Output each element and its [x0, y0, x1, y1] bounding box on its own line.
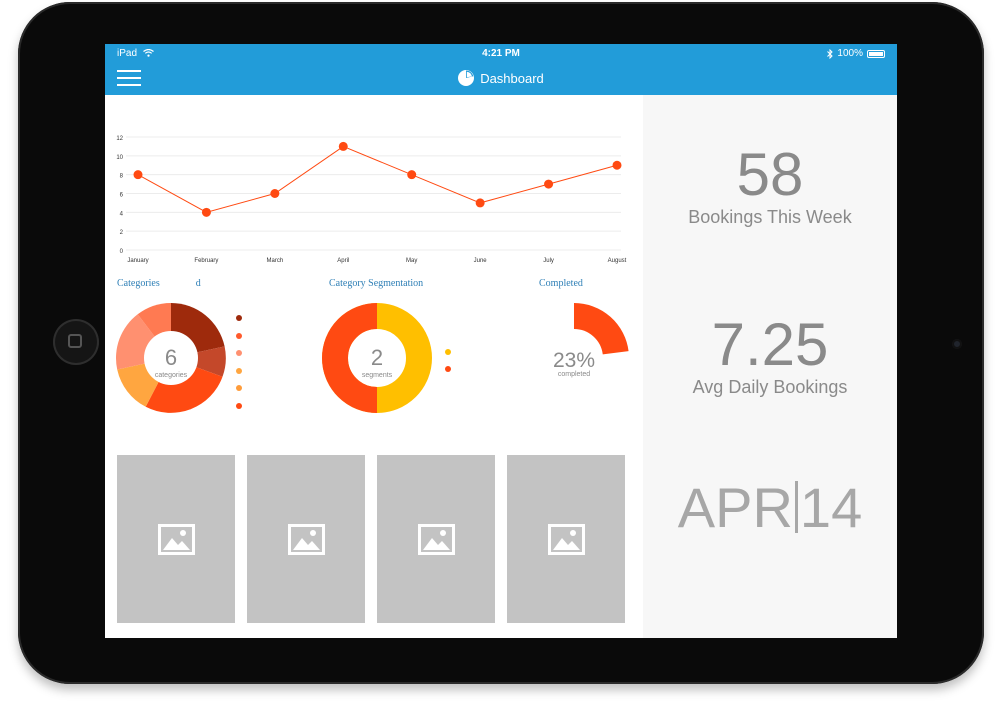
data-point: [544, 179, 554, 189]
legend-dot: [236, 402, 242, 409]
avg-daily-label: Avg Daily Bookings: [692, 377, 848, 397]
avg-daily-value: 7.25: [711, 311, 829, 378]
y-tick-label: 12: [116, 136, 123, 142]
charts-panel: 12 10 8 6 4 2 0 January February March April May Jun…: [105, 95, 643, 638]
image-placeholder[interactable]: [247, 455, 365, 623]
bluetooth-icon: [827, 48, 834, 59]
segmentation-caption: segments: [362, 372, 393, 379]
y-tick-label: 6: [120, 193, 124, 199]
completed-title: Completed: [539, 278, 583, 289]
legend-dot: [236, 385, 242, 391]
date-day: 14: [799, 476, 863, 539]
segmentation-donut: 2 segments: [322, 303, 432, 413]
completed-gauge: 23% completed: [553, 303, 629, 378]
page-title: Dashboard: [480, 70, 544, 86]
data-point: [338, 141, 348, 151]
nav-bar: Dashboard: [105, 62, 897, 95]
hamburger-menu-icon[interactable]: [117, 70, 141, 88]
x-tick-label: February: [194, 258, 218, 264]
x-tick-label: January: [127, 258, 148, 264]
battery-icon: [867, 49, 885, 58]
data-point: [133, 170, 143, 180]
categories-title: Categories d: [117, 278, 201, 289]
legend-dot: [445, 349, 451, 355]
date-stat: APR 14: [643, 480, 897, 536]
bookings-week-value: 58: [736, 141, 804, 208]
completed-percent: 23%: [553, 349, 595, 372]
data-point: [475, 198, 485, 208]
data-point: [201, 207, 211, 217]
status-bar: iPad 4:21 PM 100%: [105, 44, 897, 62]
battery-label: 100%: [837, 48, 863, 59]
status-time: 4:21 PM: [482, 48, 520, 59]
camera-icon: [952, 339, 962, 349]
y-tick-label: 0: [120, 249, 124, 255]
image-placeholder[interactable]: [117, 455, 235, 623]
data-point: [407, 170, 417, 180]
x-tick-label: July: [543, 258, 554, 264]
image-icon: [158, 524, 195, 555]
avg-daily-stat: 7.25 Avg Daily Bookings: [643, 315, 897, 398]
data-point: [612, 160, 622, 170]
status-left: iPad: [117, 48, 154, 59]
home-button[interactable]: [53, 319, 99, 365]
image-placeholder[interactable]: [377, 455, 495, 623]
y-tick-label: 10: [116, 155, 123, 161]
x-tick-label: June: [474, 258, 488, 264]
stats-panel: 58 Bookings This Week 7.25 Avg Daily Boo…: [643, 95, 897, 638]
completed-caption: completed: [558, 371, 590, 378]
categories-donut: 6 categories: [116, 303, 226, 413]
x-tick-label: April: [337, 258, 349, 264]
data-point: [270, 189, 280, 198]
legend-dot: [445, 366, 451, 372]
image-icon: [418, 524, 455, 555]
nav-title: Dashboard: [105, 70, 897, 89]
series-line: [137, 145, 618, 213]
segmentation-title: Category Segmentation: [329, 278, 424, 289]
x-tick-label: March: [267, 258, 284, 264]
image-placeholder[interactable]: [507, 455, 625, 623]
carrier-label: iPad: [117, 48, 138, 59]
legend-dot: [236, 315, 242, 321]
categories-count: 6: [165, 345, 177, 370]
image-icon: [288, 524, 325, 555]
date-separator: [794, 481, 798, 533]
screen: iPad 4:21 PM 100% Das: [105, 44, 897, 638]
pie-chart-icon: [458, 70, 475, 86]
date-month: APR: [677, 476, 793, 539]
legend-dot: [236, 367, 242, 374]
bookings-week-label: Bookings This Week: [688, 207, 852, 227]
x-tick-label: May: [406, 258, 417, 264]
y-tick-label: 2: [120, 230, 124, 236]
wifi-icon: [142, 48, 154, 57]
y-tick-label: 8: [120, 174, 124, 180]
x-tick-label: August: [608, 258, 627, 264]
y-tick-label: 4: [120, 211, 124, 217]
bookings-week-stat: 58 Bookings This Week: [643, 145, 897, 228]
legend-dot: [236, 332, 242, 339]
status-right: 100%: [827, 48, 885, 59]
image-icon: [548, 524, 585, 555]
legend-dot: [236, 350, 242, 356]
segmentation-count: 2: [371, 345, 383, 370]
categories-caption: categories: [155, 372, 188, 379]
